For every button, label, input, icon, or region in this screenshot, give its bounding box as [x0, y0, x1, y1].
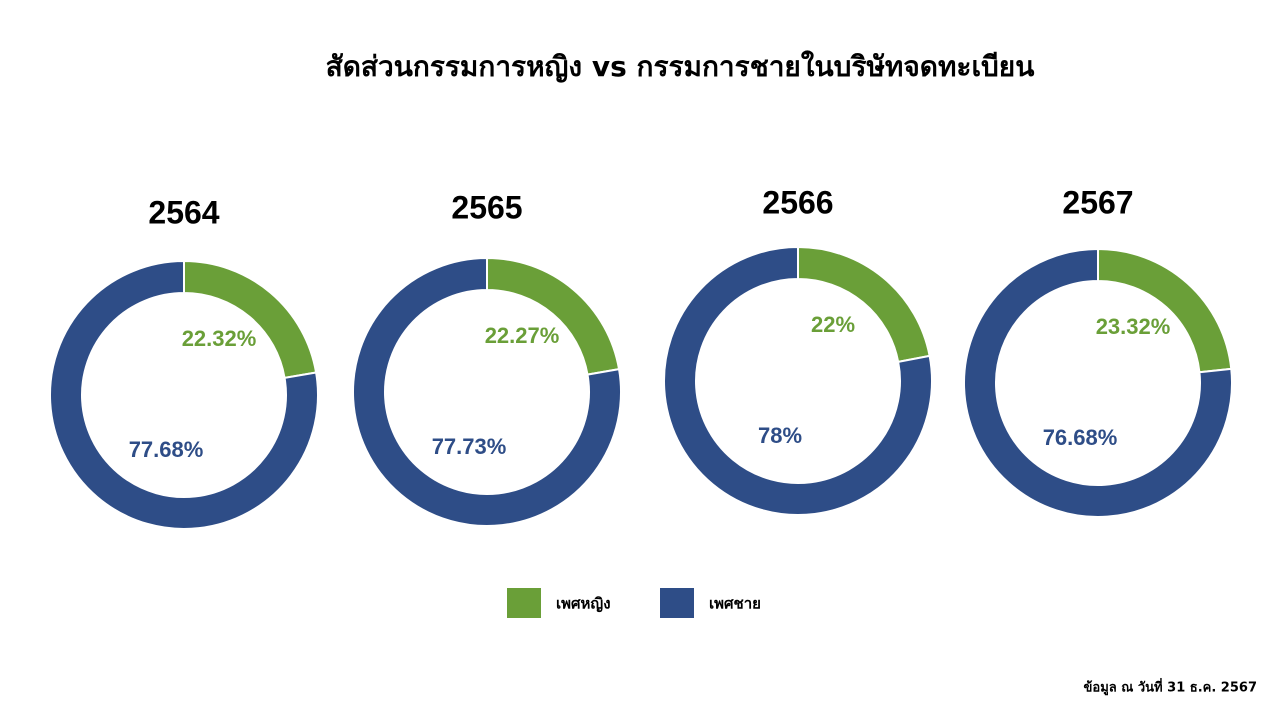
value-label: 23.32% — [1096, 314, 1171, 339]
donut-segment — [797, 245, 931, 364]
value-label: 78% — [758, 423, 802, 448]
donut-segment — [486, 256, 621, 376]
value-label: 77.68% — [129, 437, 204, 462]
donut-title: 2565 — [451, 189, 522, 225]
legend-swatch — [507, 588, 541, 618]
donut-title: 2566 — [762, 184, 833, 220]
donut-segment — [663, 245, 933, 516]
donut-segment — [1097, 247, 1233, 374]
legend-label: เพศชาย — [709, 595, 761, 613]
page-title: สัดส่วนกรรมการหญิง vs กรรมการชายในบริษัท… — [326, 50, 1035, 83]
value-label: 22.27% — [485, 323, 560, 348]
legend-label: เพศหญิง — [556, 595, 611, 613]
donut-segment — [963, 247, 1233, 518]
donut-segment — [352, 256, 622, 527]
donut-segment — [183, 259, 318, 380]
value-label: 22.32% — [182, 326, 257, 351]
value-label: 22% — [811, 312, 855, 337]
value-label: 76.68% — [1043, 425, 1118, 450]
legend-swatch — [660, 588, 694, 618]
footnote: ข้อมูล ณ วันที่ 31 ธ.ค. 2567 — [1084, 678, 1257, 696]
donut-segment — [49, 259, 319, 530]
donut-title: 2564 — [148, 194, 219, 230]
value-label: 77.73% — [432, 434, 507, 459]
donut-title: 2567 — [1062, 184, 1133, 220]
